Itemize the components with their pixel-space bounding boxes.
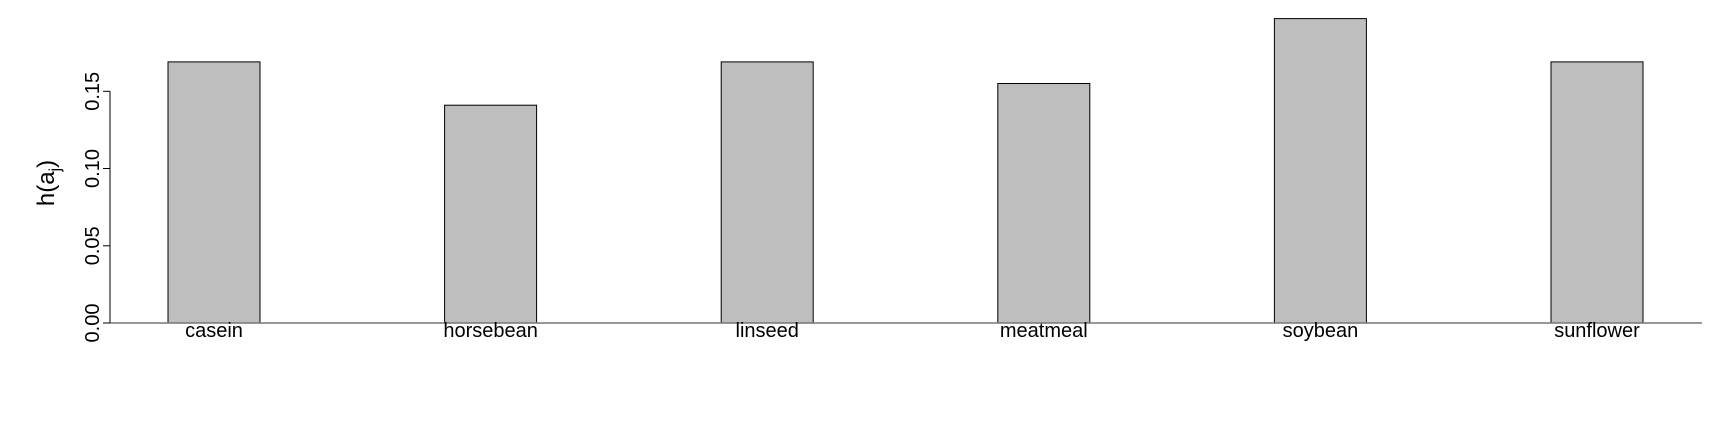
bar-meatmeal — [997, 83, 1091, 324]
y-axis-title: h(aj) — [33, 160, 64, 206]
bar-sunflower — [1550, 61, 1644, 324]
x-tick-labels: casein horsebean linseed meatmeal soybean sun… — [185, 320, 1640, 342]
y-axis-title-subscript: j — [47, 168, 64, 173]
y-axis-title-close: ) — [33, 160, 60, 168]
y-tick-label-0.10: 0.10 — [82, 149, 104, 188]
y-tick-label-0.00: 0.00 — [82, 304, 104, 343]
x-tick-label-soybean: soybean — [1283, 320, 1359, 342]
y-axis-title-base: h(a — [33, 171, 60, 206]
bar-horsebean — [444, 104, 538, 324]
bar-linseed — [720, 61, 814, 324]
y-ticks: 0.00 0.05 0.10 0.15 — [82, 72, 110, 343]
y-tick-label-0.05: 0.05 — [82, 226, 104, 265]
x-tick-label-casein: casein — [185, 320, 243, 342]
x-tick-label-sunflower: sunflower — [1554, 320, 1640, 342]
x-tick-label-linseed: linseed — [736, 320, 799, 342]
bars — [167, 18, 1644, 324]
y-tick-label-0.15: 0.15 — [82, 72, 104, 111]
x-tick-label-meatmeal: meatmeal — [1000, 320, 1088, 342]
bar-soybean — [1273, 18, 1367, 324]
bar-casein — [167, 61, 261, 324]
x-tick-label-horsebean: horsebean — [443, 320, 538, 342]
